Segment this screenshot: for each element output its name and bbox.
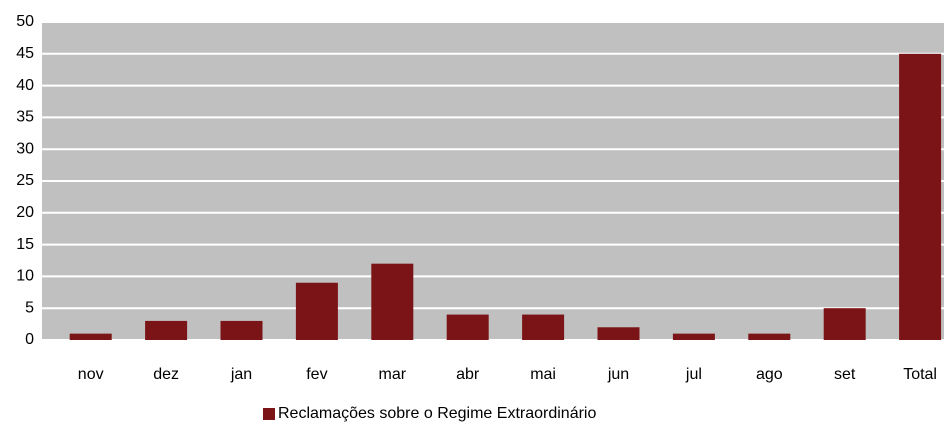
x-tick-label: nov <box>78 366 104 383</box>
bar <box>220 320 263 340</box>
bar <box>446 314 489 340</box>
x-tick-label: mar <box>379 366 407 383</box>
bar <box>899 53 942 341</box>
x-tick-label: jan <box>230 366 252 383</box>
bar <box>69 333 112 340</box>
bar <box>522 314 565 340</box>
x-tick-label: jul <box>685 366 702 383</box>
legend-label: Reclamações sobre o Regime Extraordinári… <box>278 405 596 422</box>
bar <box>597 327 640 340</box>
y-tick-label: 35 <box>16 109 34 126</box>
y-tick-label: 20 <box>16 204 34 221</box>
legend-swatch <box>263 408 275 420</box>
x-tick-label: abr <box>456 366 480 383</box>
y-tick-label: 45 <box>16 45 34 62</box>
bar <box>748 333 791 340</box>
x-tick-label: mai <box>530 366 556 383</box>
x-tick-label: dez <box>153 366 179 383</box>
bar <box>371 263 414 340</box>
bar <box>672 333 715 340</box>
y-tick-label: 10 <box>16 268 34 285</box>
y-tick-label: 5 <box>25 299 34 316</box>
x-tick-label: Total <box>903 366 937 383</box>
y-tick-label: 0 <box>25 331 34 348</box>
y-tick-label: 40 <box>16 77 34 94</box>
bar <box>823 308 866 340</box>
x-tick-label: ago <box>756 366 783 383</box>
y-tick-label: 50 <box>16 13 34 30</box>
y-tick-label: 30 <box>16 140 34 157</box>
x-tick-label: fev <box>306 366 327 383</box>
bar <box>145 320 188 340</box>
y-tick-label: 15 <box>16 236 34 253</box>
x-tick-label: set <box>834 366 856 383</box>
bar <box>295 282 338 340</box>
y-tick-label: 25 <box>16 172 34 189</box>
x-tick-label: jun <box>607 366 629 383</box>
